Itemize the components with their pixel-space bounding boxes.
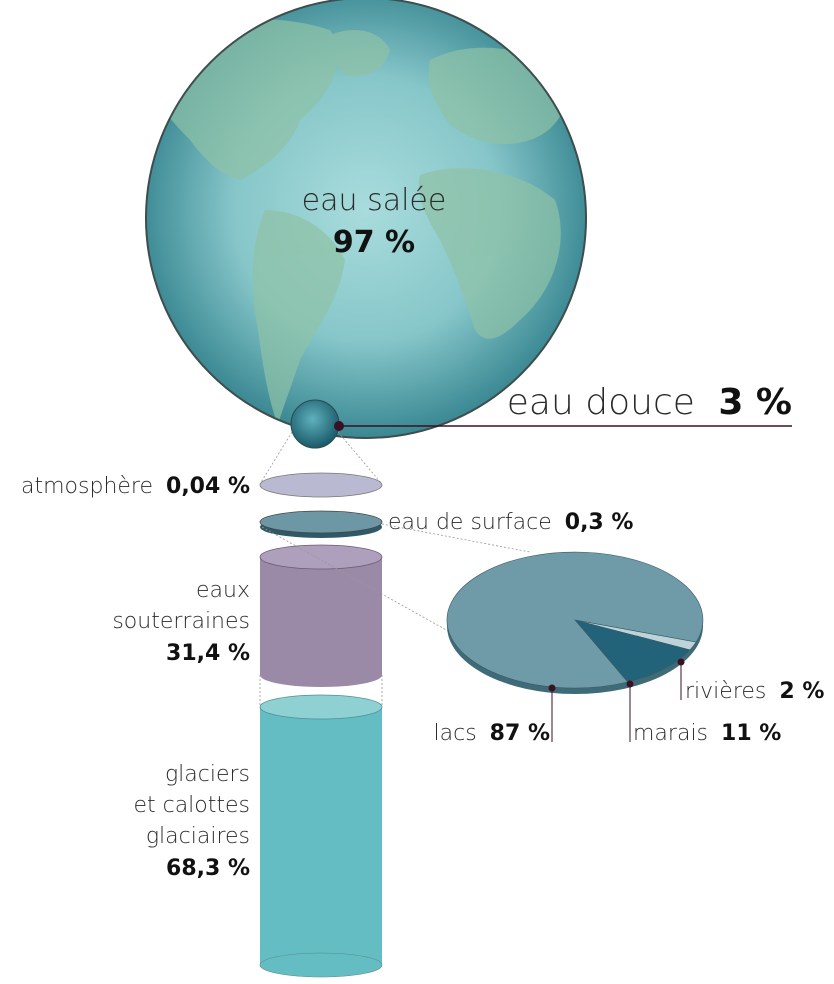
pie-callouts xyxy=(548,658,685,742)
marais-label: marais 11 % xyxy=(633,721,781,746)
stack-surface-water xyxy=(259,510,383,538)
fresh-water-label-text: eau douce xyxy=(507,382,695,423)
marais-label-text: marais xyxy=(633,721,708,746)
atmosphere-label-text: atmosphère xyxy=(21,474,153,499)
lacs-value: 87 % xyxy=(490,721,550,746)
lacs-label: lacs 87 % xyxy=(434,721,550,746)
marais-dot xyxy=(626,680,634,688)
globe-value: 97 % xyxy=(333,225,415,260)
glaciers-cylinder-top xyxy=(259,694,383,720)
stack-atmosphere xyxy=(259,472,383,498)
groundwater-label-line1: eaux xyxy=(196,578,250,603)
surface-water-disk xyxy=(259,510,383,534)
groundwater-cylinder-body xyxy=(260,557,382,675)
surface-water-label-text: eau de surface xyxy=(388,510,552,535)
surface-water-pie xyxy=(446,551,704,694)
rivieres-label-text: rivières xyxy=(685,679,766,704)
atmosphere-disk xyxy=(259,472,383,498)
rivieres-value: 2 % xyxy=(779,679,824,704)
fresh-water-label: eau douce 3 % xyxy=(507,382,792,423)
surface-water-value: 0,3 % xyxy=(565,510,634,535)
fresh-water-globe xyxy=(290,399,340,449)
glaciers-label-line2: et calottes xyxy=(133,793,250,818)
fresh-water-dot xyxy=(334,421,344,431)
surface-water-label: eau de surface 0,3 % xyxy=(388,510,633,535)
glaciers-label-line3: glaciaires xyxy=(146,824,250,849)
globe xyxy=(145,0,587,439)
pie-slice-0 xyxy=(446,551,704,689)
lacs-dot xyxy=(548,684,556,692)
stack-glaciers xyxy=(259,694,383,978)
fresh-water-value: 3 % xyxy=(718,382,792,423)
glaciers-cylinder-body xyxy=(260,707,382,965)
groundwater-value: 31,4 % xyxy=(166,641,250,666)
atmosphere-value: 0,04 % xyxy=(166,474,250,499)
rivieres-label: rivières 2 % xyxy=(685,679,824,704)
atmosphere-label: atmosphère 0,04 % xyxy=(21,474,250,499)
glaciers-label-line1: glaciers xyxy=(165,762,250,787)
rivieres-dot xyxy=(677,658,685,666)
stack-groundwater xyxy=(259,544,383,687)
lacs-label-text: lacs xyxy=(434,721,477,746)
marais-value: 11 % xyxy=(721,721,781,746)
globe-label: eau salée xyxy=(302,183,447,218)
glaciers-value: 68,3 % xyxy=(166,856,250,881)
groundwater-label-line2: souterraines xyxy=(112,609,250,634)
groundwater-cylinder-top xyxy=(259,544,383,570)
